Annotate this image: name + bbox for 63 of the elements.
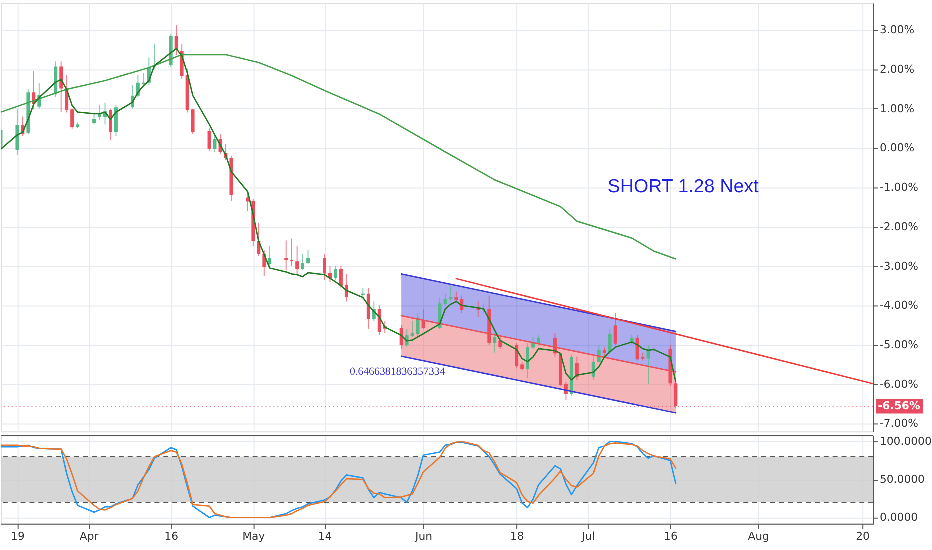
x-tick-label: 16	[164, 530, 179, 544]
y-tick-label: 3.00%	[880, 24, 915, 37]
x-tick-label: May	[242, 530, 266, 544]
annotation: SHORT 1.28 Next	[608, 176, 760, 197]
y-tick-label: -1.00%	[880, 181, 918, 194]
x-tick-label: 14	[318, 530, 332, 544]
candlestick	[614, 313, 618, 346]
candlestick	[575, 356, 579, 381]
candlestick	[602, 346, 606, 358]
candlestick	[416, 313, 420, 338]
candlestick	[449, 285, 453, 302]
y-tick-label: -2.00%	[880, 220, 918, 234]
candlestick	[92, 114, 96, 126]
x-tick-label: 18	[510, 530, 524, 544]
candlestick	[70, 108, 74, 130]
y-tick-label: 50.0000	[880, 473, 926, 486]
y-tick-label: 1.00%	[880, 102, 915, 116]
candlestick	[378, 305, 382, 336]
candlestick	[636, 334, 640, 362]
candlestick	[284, 240, 288, 271]
candlestick	[339, 266, 343, 288]
candlestick	[301, 254, 305, 271]
y-tick-label: -5.00%	[880, 338, 918, 352]
candlestick	[323, 254, 326, 281]
candlestick	[515, 342, 519, 370]
x-tick-label: Aug	[748, 530, 770, 544]
candlestick	[208, 128, 212, 152]
y-tick-label: -4.00%	[880, 299, 918, 312]
x-tick-label: 20	[856, 530, 870, 544]
candlestick	[334, 266, 338, 281]
candlestick	[526, 342, 530, 379]
candlestick	[191, 108, 195, 135]
candlestick	[493, 332, 497, 354]
candlestick	[268, 246, 272, 267]
y-tick-label: -6.00%	[880, 378, 918, 391]
line-series	[0, 440, 677, 518]
y-tick-label: -3.00%	[880, 260, 918, 273]
y-tick-label: 0.0000	[880, 511, 918, 524]
annotation: 0.6466381836357334	[350, 366, 446, 378]
candlestick	[532, 336, 536, 350]
candlestick	[306, 250, 310, 265]
candlestick	[537, 334, 540, 346]
candlestick	[60, 61, 64, 112]
candlestick	[174, 24, 178, 56]
x-tick-label: 19	[11, 530, 25, 544]
candlestick	[444, 293, 448, 306]
y-tick-label: 100.0000	[880, 435, 932, 448]
x-tick-label: Jun	[414, 530, 433, 544]
candlestick	[498, 336, 502, 350]
candlestick	[109, 108, 112, 141]
x-tick-label: 16	[664, 530, 678, 544]
x-tick-label: Jul	[581, 530, 596, 544]
x-tick-label: Apr	[80, 530, 100, 544]
candlestick	[410, 320, 414, 338]
candlestick	[400, 324, 404, 350]
candlestick	[646, 344, 650, 385]
candlestick	[454, 291, 458, 302]
candlestick	[296, 246, 300, 275]
line-series	[0, 54, 677, 260]
y-tick-label: 2.00%	[880, 62, 915, 76]
y-tick-label: -7.00%	[880, 417, 918, 430]
y-tick-label: 0.00%	[880, 142, 915, 155]
ref-line-label: -6.56%	[878, 399, 921, 412]
